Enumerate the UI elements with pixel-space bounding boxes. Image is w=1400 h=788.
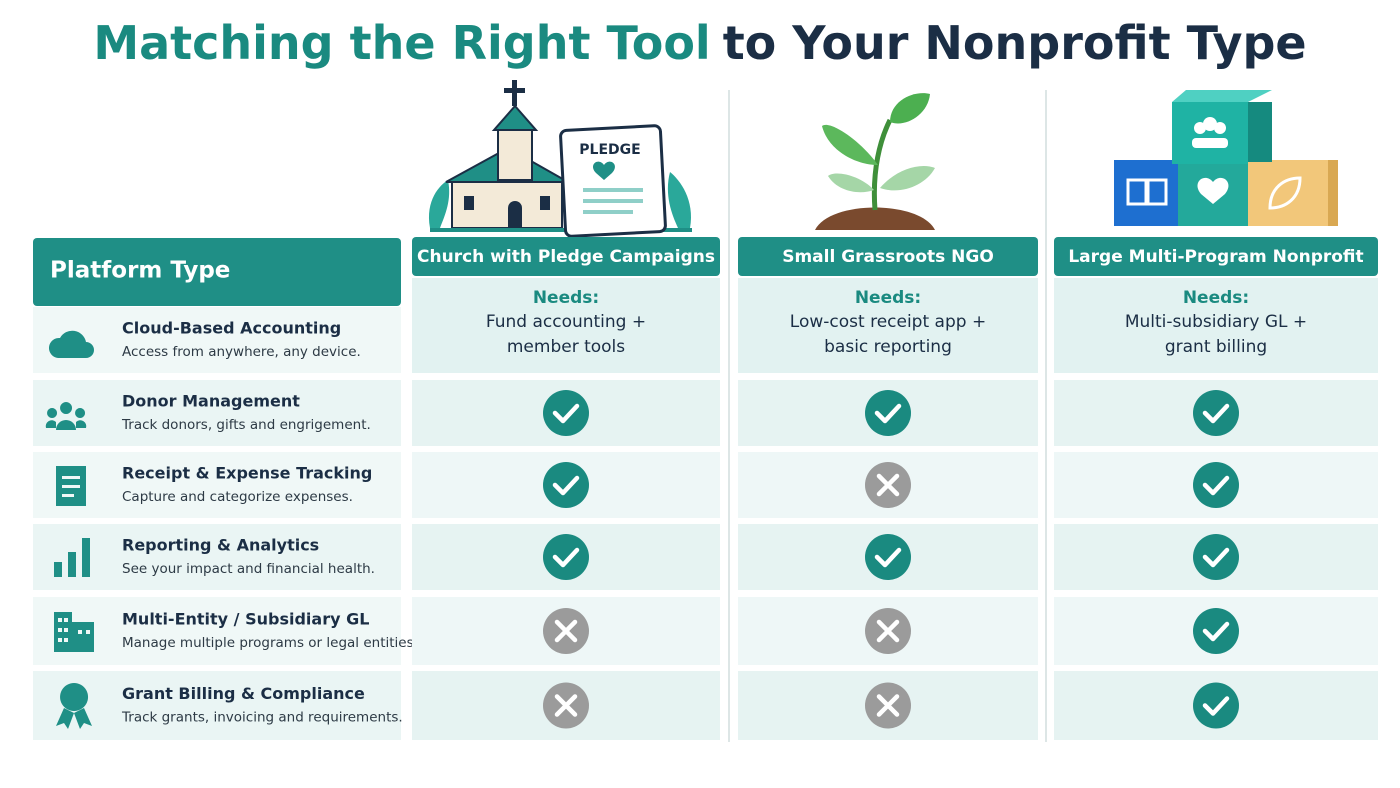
cross-icon bbox=[865, 462, 911, 508]
icon-glyph bbox=[1202, 696, 1230, 716]
cross-icon bbox=[865, 682, 911, 729]
feature-name: Receipt & Expense Tracking bbox=[122, 464, 372, 483]
title-rest: to Your Nonprofit Type bbox=[723, 16, 1307, 70]
needs-label: Needs: bbox=[855, 288, 921, 308]
icon-circle bbox=[543, 462, 589, 508]
needs-cell bbox=[738, 278, 1038, 373]
needs-label: Needs: bbox=[533, 288, 599, 308]
column-name: Large Multi-Program Nonprofit bbox=[1068, 247, 1363, 267]
feature-name: Reporting & Analytics bbox=[122, 536, 319, 555]
column-header bbox=[412, 237, 720, 276]
cross-icon bbox=[543, 608, 589, 654]
feature-description: Track donors, gifts and engrigement. bbox=[121, 417, 371, 433]
check-icon bbox=[865, 534, 911, 580]
feature-name: Cloud-Based Accounting bbox=[122, 319, 341, 338]
feature-icon bbox=[56, 683, 92, 729]
icon-circle bbox=[865, 534, 911, 580]
column-header bbox=[738, 237, 1038, 276]
needs-cell bbox=[412, 278, 720, 373]
cross-icon bbox=[543, 682, 589, 729]
check-icon bbox=[543, 462, 589, 508]
feature-cell bbox=[33, 671, 401, 740]
check-icon bbox=[543, 390, 589, 436]
icon-glyph bbox=[874, 547, 902, 568]
feature-cell bbox=[33, 380, 401, 446]
needs-text: grant billing bbox=[1165, 337, 1267, 357]
icon-glyph bbox=[552, 547, 580, 568]
needs-label: Needs: bbox=[1183, 288, 1249, 308]
needs-text: basic reporting bbox=[824, 337, 952, 357]
column-name: Small Grassroots NGO bbox=[782, 247, 994, 267]
church-illustration bbox=[429, 80, 692, 238]
blocks-illustration bbox=[1114, 90, 1338, 226]
check-icon bbox=[1193, 534, 1239, 580]
feature-icon bbox=[48, 330, 94, 358]
icon-glyph bbox=[874, 403, 902, 424]
feature-icon bbox=[54, 538, 90, 577]
feature-name: Multi-Entity / Subsidiary GL bbox=[122, 610, 369, 629]
feature-cell bbox=[33, 524, 401, 590]
feature-name: Grant Billing & Compliance bbox=[122, 684, 365, 703]
title-highlight: Matching the Right Tool bbox=[93, 16, 710, 70]
feature-icon bbox=[45, 402, 87, 430]
icon-glyph bbox=[552, 403, 580, 424]
needs-text: Fund accounting + bbox=[486, 312, 646, 332]
check-icon bbox=[1193, 462, 1239, 508]
icon-glyph bbox=[1202, 403, 1230, 424]
icon-glyph bbox=[876, 694, 900, 717]
feature-description: Capture and categorize expenses. bbox=[122, 489, 353, 505]
check-icon bbox=[543, 534, 589, 580]
needs-text: member tools bbox=[507, 337, 625, 357]
feature-name: Donor Management bbox=[122, 392, 300, 411]
column-name: Church with Pledge Campaigns bbox=[417, 247, 715, 267]
check-icon bbox=[1193, 682, 1239, 729]
pledge-card-label: PLEDGE bbox=[579, 142, 640, 158]
icon-glyph bbox=[876, 473, 900, 497]
icon-glyph bbox=[554, 694, 578, 717]
title: Matching the Right Tool to Your Nonprofit… bbox=[93, 16, 1306, 70]
icon-glyph bbox=[552, 475, 580, 496]
icon-circle bbox=[543, 534, 589, 580]
feature-icon bbox=[54, 612, 94, 652]
icon-glyph bbox=[876, 619, 900, 643]
check-icon bbox=[1193, 608, 1239, 654]
icon-circle bbox=[1193, 682, 1239, 729]
needs-text: Low-cost receipt app + bbox=[790, 312, 986, 332]
icon-circle bbox=[865, 390, 911, 436]
icon-circle bbox=[1193, 534, 1239, 580]
icon-circle bbox=[1193, 462, 1239, 508]
icon-circle bbox=[543, 390, 589, 436]
sprout-illustration bbox=[815, 93, 935, 230]
icon-glyph bbox=[554, 619, 578, 643]
feature-description: Access from anywhere, any device. bbox=[122, 344, 361, 360]
icon-glyph bbox=[1202, 475, 1230, 496]
feature-description: See your impact and financial health. bbox=[122, 561, 375, 577]
icon-circle bbox=[1193, 608, 1239, 654]
feature-cell bbox=[33, 307, 401, 373]
corner-label: Platform Type bbox=[50, 258, 230, 284]
check-icon bbox=[865, 390, 911, 436]
cross-icon bbox=[865, 608, 911, 654]
check-icon bbox=[1193, 390, 1239, 436]
icon-circle bbox=[1193, 390, 1239, 436]
feature-description: Manage multiple programs or legal entiti… bbox=[122, 635, 418, 651]
feature-cell bbox=[33, 597, 401, 665]
icon-glyph bbox=[1202, 547, 1230, 568]
feature-description: Track grants, invoicing and requirements… bbox=[121, 710, 403, 726]
feature-cell bbox=[33, 452, 401, 518]
needs-cell bbox=[1054, 278, 1378, 373]
corner-header bbox=[33, 238, 401, 306]
column-header bbox=[1054, 237, 1378, 276]
feature-icon bbox=[56, 466, 86, 506]
needs-text: Multi-subsidiary GL + bbox=[1125, 312, 1307, 332]
icon-glyph bbox=[1202, 621, 1230, 642]
